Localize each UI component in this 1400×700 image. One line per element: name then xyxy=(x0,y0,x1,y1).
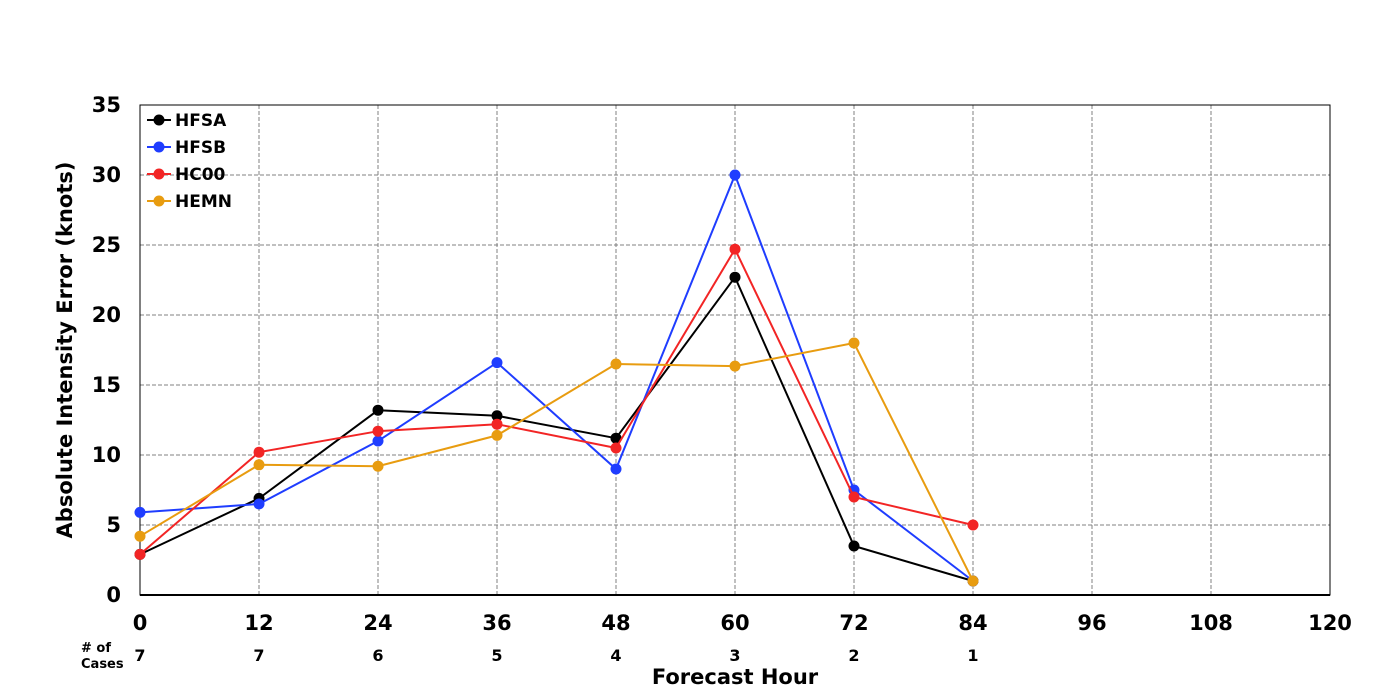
data-point-hemn xyxy=(610,358,622,370)
y-tick-label: 25 xyxy=(92,233,121,257)
data-point-hemn xyxy=(253,459,265,471)
data-point-hemn xyxy=(134,530,146,542)
cases-count: 2 xyxy=(848,646,859,665)
cases-count: 6 xyxy=(372,646,383,665)
data-point-hc00 xyxy=(848,491,860,503)
y-tick-label: 15 xyxy=(92,373,121,397)
data-point-hfsb xyxy=(610,463,622,475)
series-lines xyxy=(134,169,979,587)
cases-label-line1: # of xyxy=(81,641,111,656)
data-point-hemn xyxy=(729,360,741,372)
x-tick-label: 0 xyxy=(133,611,148,635)
legend-swatch-marker xyxy=(153,114,165,126)
data-point-hfsb xyxy=(491,357,503,369)
data-point-hc00 xyxy=(253,446,265,458)
x-tick-label: 72 xyxy=(839,611,868,635)
data-point-hc00 xyxy=(372,425,384,437)
legend-item-hfsa: HFSA xyxy=(147,111,227,131)
cases-count: 7 xyxy=(253,646,264,665)
y-tick-label: 10 xyxy=(92,443,121,467)
series-hfsb xyxy=(134,169,979,587)
legend-item-hemn: HEMN xyxy=(147,192,232,212)
series-line-hc00 xyxy=(139,247,974,556)
data-point-hc00 xyxy=(134,548,146,560)
series-line-hemn xyxy=(139,341,974,582)
legend-label: HFSA xyxy=(175,111,227,131)
series-line-hfsa xyxy=(139,275,974,582)
legend: HFSA HFSB HC00 HEMN xyxy=(147,111,232,212)
y-tick-label: 0 xyxy=(106,583,121,607)
data-point-hfsb xyxy=(372,435,384,447)
legend-item-hc00: HC00 xyxy=(147,165,226,185)
legend-item-hfsb: HFSB xyxy=(147,138,226,158)
data-point-hfsa xyxy=(372,404,384,416)
data-point-hfsb xyxy=(729,169,741,181)
data-point-hc00 xyxy=(729,243,741,255)
series-hemn xyxy=(134,337,979,587)
x-tick-label: 48 xyxy=(601,611,630,635)
x-axis-ticks: 0 12 24 36 48 60 72 84 96 108 120 xyxy=(133,611,1352,635)
cases-count: 4 xyxy=(610,646,621,665)
data-point-hemn xyxy=(848,337,860,349)
data-point-hc00 xyxy=(491,418,503,430)
data-point-hfsb xyxy=(134,506,146,518)
data-point-hemn xyxy=(967,575,979,587)
series-hfsa xyxy=(134,271,979,587)
x-tick-label: 12 xyxy=(244,611,273,635)
x-tick-label: 120 xyxy=(1308,611,1352,635)
data-point-hc00 xyxy=(967,519,979,531)
x-tick-label: 96 xyxy=(1077,611,1106,635)
x-tick-label: 36 xyxy=(482,611,511,635)
x-tick-label: 60 xyxy=(720,611,749,635)
x-tick-label: 84 xyxy=(958,611,987,635)
legend-label: HEMN xyxy=(175,192,232,212)
y-axis-label: Absolute Intensity Error (knots) xyxy=(53,162,77,539)
series-hc00 xyxy=(134,243,979,560)
x-axis-label: Forecast Hour xyxy=(652,665,819,689)
data-point-hfsa xyxy=(491,410,503,422)
legend-label: HC00 xyxy=(175,165,226,185)
x-tick-label: 24 xyxy=(363,611,392,635)
data-point-hfsa xyxy=(729,271,741,283)
cases-count: 5 xyxy=(491,646,502,665)
legend-label: HFSB xyxy=(175,138,226,158)
x-tick-label: 108 xyxy=(1189,611,1233,635)
data-point-hemn xyxy=(491,429,503,441)
cases-count: 7 xyxy=(134,646,145,665)
y-tick-label: 35 xyxy=(92,93,121,117)
y-tick-label: 30 xyxy=(92,163,121,187)
data-point-hc00 xyxy=(610,442,622,454)
series-line-hfsb xyxy=(139,172,974,582)
legend-swatch-marker xyxy=(153,141,165,153)
cases-count: 3 xyxy=(729,646,740,665)
data-point-hfsa xyxy=(610,432,622,444)
cases-count: 1 xyxy=(967,646,978,665)
legend-swatch-marker xyxy=(153,195,165,207)
y-axis-ticks: 0 5 10 15 20 25 30 35 xyxy=(92,93,121,607)
data-point-hfsa xyxy=(848,540,860,552)
cases-label-line2: Cases xyxy=(81,657,124,672)
data-point-hfsb xyxy=(253,498,265,510)
y-tick-label: 5 xyxy=(106,513,121,537)
y-tick-label: 20 xyxy=(92,303,121,327)
plot-frame xyxy=(139,104,1331,596)
data-point-hemn xyxy=(372,460,384,472)
legend-swatch-marker xyxy=(153,168,165,180)
